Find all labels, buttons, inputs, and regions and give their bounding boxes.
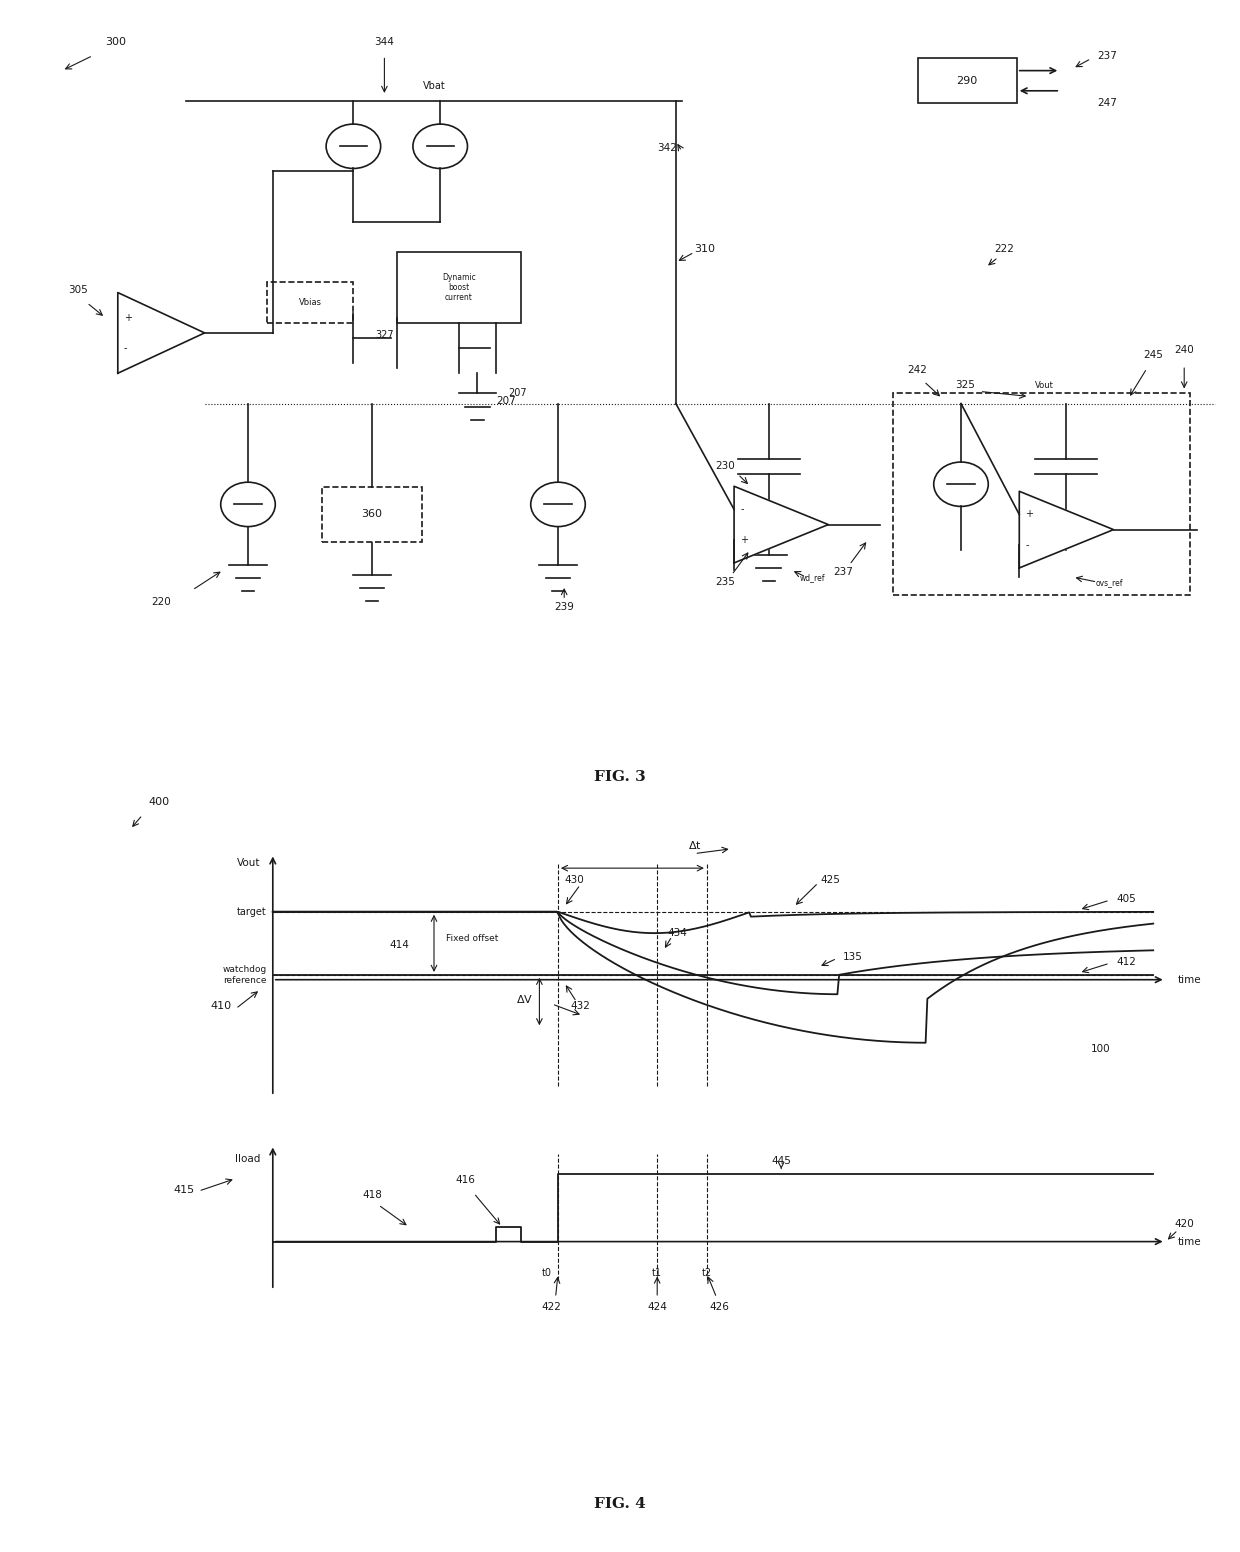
Text: Vbat: Vbat (423, 81, 445, 90)
Text: 420: 420 (1174, 1218, 1194, 1229)
Text: 360: 360 (362, 509, 382, 520)
Text: 245: 245 (1143, 351, 1163, 360)
Text: Vout: Vout (237, 858, 260, 868)
Text: 100: 100 (1091, 1044, 1111, 1054)
Text: 325: 325 (955, 380, 975, 391)
Text: -: - (124, 343, 128, 352)
FancyBboxPatch shape (397, 251, 521, 323)
Text: FIG. 4: FIG. 4 (594, 1496, 646, 1510)
Text: 207: 207 (496, 396, 516, 405)
Text: 327: 327 (374, 331, 394, 340)
Text: 290: 290 (956, 76, 978, 85)
Text: 432: 432 (570, 1001, 590, 1010)
Text: t2: t2 (702, 1268, 712, 1277)
Text: Iload: Iload (236, 1155, 260, 1164)
Text: 422: 422 (542, 1302, 562, 1311)
Text: 430: 430 (564, 875, 584, 885)
Text: 305: 305 (68, 284, 88, 295)
Text: 222: 222 (994, 244, 1014, 255)
FancyBboxPatch shape (918, 57, 1017, 104)
Text: 240: 240 (1174, 345, 1194, 355)
Text: 242: 242 (908, 365, 928, 376)
Text: t1: t1 (652, 1268, 662, 1277)
Text: 425: 425 (821, 875, 841, 885)
Text: $\Delta$t: $\Delta$t (687, 838, 702, 850)
Text: 410: 410 (211, 1001, 232, 1010)
Text: 220: 220 (151, 598, 171, 607)
Text: 342: 342 (657, 143, 677, 154)
Text: $\Delta$V: $\Delta$V (516, 993, 533, 1006)
Text: 300: 300 (105, 37, 126, 48)
Text: watchdog
reference: watchdog reference (222, 965, 267, 984)
Polygon shape (118, 293, 205, 374)
Text: time: time (1178, 1237, 1202, 1246)
Text: 237: 237 (1097, 51, 1117, 61)
Text: wd_ref: wd_ref (800, 573, 825, 582)
Text: -: - (1025, 540, 1029, 549)
Text: ovs_ref: ovs_ref (1096, 577, 1123, 587)
Text: Vbias: Vbias (299, 298, 321, 307)
Text: 135: 135 (843, 953, 863, 962)
Text: 415: 415 (174, 1186, 195, 1195)
Polygon shape (734, 486, 828, 563)
Text: Vout: Vout (1035, 382, 1054, 391)
Text: target: target (237, 906, 267, 917)
Text: -: - (740, 504, 744, 514)
Text: 426: 426 (709, 1302, 729, 1311)
Text: time: time (1178, 975, 1202, 984)
Text: FIG. 3: FIG. 3 (594, 770, 646, 784)
Text: 247: 247 (1097, 98, 1117, 109)
Text: +: + (740, 535, 748, 545)
FancyBboxPatch shape (893, 394, 1190, 596)
Text: Dynamic
boost
current: Dynamic boost current (441, 273, 476, 303)
Text: 418: 418 (362, 1190, 382, 1200)
Text: 400: 400 (149, 798, 170, 807)
Text: 445: 445 (771, 1156, 791, 1166)
Text: t0: t0 (542, 1268, 552, 1277)
Text: 434: 434 (667, 928, 687, 937)
Text: 344: 344 (374, 37, 394, 48)
FancyBboxPatch shape (267, 282, 353, 323)
Text: 230: 230 (715, 461, 735, 472)
Text: 237: 237 (833, 566, 853, 577)
Text: 416: 416 (455, 1175, 475, 1186)
Text: 239: 239 (554, 602, 574, 613)
Polygon shape (1019, 492, 1114, 568)
Text: 414: 414 (389, 941, 409, 950)
Text: +: + (1025, 509, 1033, 520)
Text: 412: 412 (1116, 958, 1136, 967)
Text: 207: 207 (508, 388, 527, 399)
Text: Fixed offset: Fixed offset (446, 934, 498, 944)
Text: +: + (124, 314, 131, 323)
Text: 310: 310 (694, 244, 715, 255)
FancyBboxPatch shape (322, 487, 422, 542)
Text: 424: 424 (647, 1302, 667, 1311)
Text: 235: 235 (715, 577, 735, 587)
Text: 405: 405 (1116, 894, 1136, 905)
